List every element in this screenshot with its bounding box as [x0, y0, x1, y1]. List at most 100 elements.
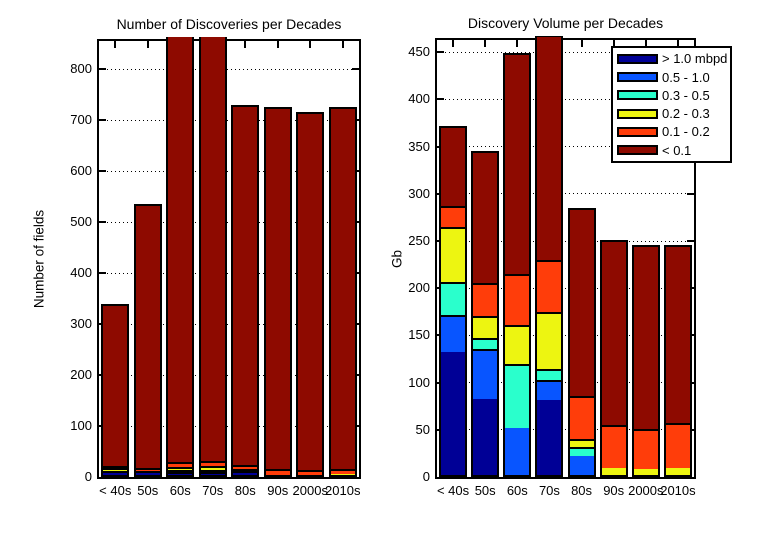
bar-segment: [200, 469, 225, 472]
x-tick-label: 80s: [571, 483, 593, 498]
x-tick-label: 70s: [202, 483, 224, 498]
bar-segment: [569, 395, 594, 440]
y-tick-mark: [687, 240, 694, 243]
y-tick-label: 100: [408, 374, 430, 390]
x-tick-label: 50s: [137, 483, 159, 498]
bar-segment: [441, 127, 466, 207]
chart-title: Number of Discoveries per Decades: [116, 16, 342, 32]
bar-segment: [233, 469, 258, 472]
bar-segment: [473, 398, 498, 475]
y-gridline: [437, 287, 694, 289]
x-tick-label: 60s: [169, 483, 191, 498]
x-tick-label: 2010s: [660, 483, 696, 498]
bar-segment: [168, 469, 193, 472]
bar-segment: [473, 282, 498, 316]
bar-segment: [265, 109, 290, 469]
y-gridline: [99, 119, 359, 121]
bar-segment: [200, 473, 225, 475]
stacked-bar: [101, 303, 130, 477]
y-tick-label: 300: [408, 185, 430, 201]
x-tick-label: < 40s: [99, 483, 132, 498]
bar-segment: [103, 471, 128, 474]
y-gridline: [437, 193, 694, 195]
y-tick-mark: [99, 68, 106, 71]
legend-color-swatch: [617, 126, 658, 137]
bar-segment: [200, 466, 225, 470]
legend: > 1.0 mbpd 0.5 - 1.0 0.3 - 0.5 0.2 - 0.3 0.1…: [611, 46, 732, 163]
y-axis-label: Gb: [389, 249, 405, 268]
bar-segment: [168, 462, 193, 467]
bar-segment: [441, 314, 466, 353]
y-tick-label: 200: [70, 367, 92, 382]
y-tick-label: 800: [70, 61, 92, 77]
bar-segment: [168, 37, 193, 463]
bar-segment: [168, 471, 193, 474]
stacked-bar: [599, 240, 628, 477]
legend-color-swatch: [617, 145, 658, 156]
y-tick-label: 150: [408, 327, 430, 343]
bar-segment: [601, 242, 626, 425]
bar-segment: [200, 461, 225, 467]
bar-segment: [665, 246, 690, 424]
x-tick-label: 90s: [603, 483, 625, 498]
x-tick-label: 2000s: [628, 483, 664, 498]
stacked-bar: [471, 151, 500, 477]
bar-segment: [233, 106, 258, 465]
x-tick-label: 2000s: [292, 483, 328, 498]
y-tick-mark: [437, 98, 444, 101]
bar-segment: [330, 473, 355, 475]
y-tick-label: 600: [70, 163, 92, 179]
y-tick-label: 450: [408, 44, 430, 60]
stacked-bar: [535, 36, 564, 477]
bar-segment: [633, 428, 658, 470]
bar-segment: [441, 352, 466, 475]
legend-item: > 1.0 mbpd: [617, 51, 730, 66]
legend-item: 0.1 - 0.2: [617, 124, 730, 139]
y-tick-label: 100: [70, 418, 92, 433]
bar-segment: [473, 348, 498, 399]
bar-segment: [265, 474, 290, 475]
stacked-bar: [263, 107, 292, 477]
bar-segment: [168, 473, 193, 475]
y-tick-label: 350: [408, 138, 430, 154]
bar-segment: [537, 379, 562, 400]
x-tick-mark: [114, 41, 117, 48]
x-tick-label: 70s: [538, 483, 560, 498]
y-tick-mark: [99, 272, 106, 275]
stacked-bar: [503, 53, 532, 477]
y-tick-label: 200: [408, 280, 430, 296]
x-tick-mark: [644, 40, 647, 47]
y-gridline: [99, 221, 359, 223]
bar-segment: [505, 274, 530, 325]
bar-segment: [537, 399, 562, 475]
x-tick-mark: [309, 41, 312, 48]
y-gridline: [99, 170, 359, 172]
bar-segment: [330, 109, 355, 469]
y-gridline: [437, 240, 694, 242]
stacked-bar: [231, 104, 260, 477]
y-tick-mark: [352, 68, 359, 71]
y-tick-label: 0: [84, 469, 92, 484]
x-tick-label: 50s: [474, 483, 496, 498]
legend-color-swatch: [617, 90, 658, 101]
bar-segment: [505, 363, 530, 428]
bar-segment: [298, 474, 323, 475]
legend-label: < 0.1: [662, 142, 692, 158]
legend-label: 0.5 - 1.0: [662, 69, 710, 85]
axes-discovery-volume: [435, 36, 696, 479]
bar-segment: [537, 259, 562, 312]
y-tick-mark: [99, 119, 106, 122]
x-tick-mark: [580, 40, 583, 47]
legend-item: < 0.1: [617, 143, 730, 158]
bar-segment: [473, 338, 498, 349]
bar-segment: [103, 305, 128, 466]
x-tick-mark: [676, 40, 679, 47]
stacked-bar: [663, 244, 692, 477]
bar-segment: [473, 315, 498, 339]
bar-segment: [505, 427, 530, 475]
bar-segment: [103, 468, 128, 472]
bar-segment: [200, 471, 225, 474]
stacked-bar: [166, 37, 195, 477]
stacked-bar: [328, 107, 357, 477]
y-gridline: [99, 323, 359, 325]
